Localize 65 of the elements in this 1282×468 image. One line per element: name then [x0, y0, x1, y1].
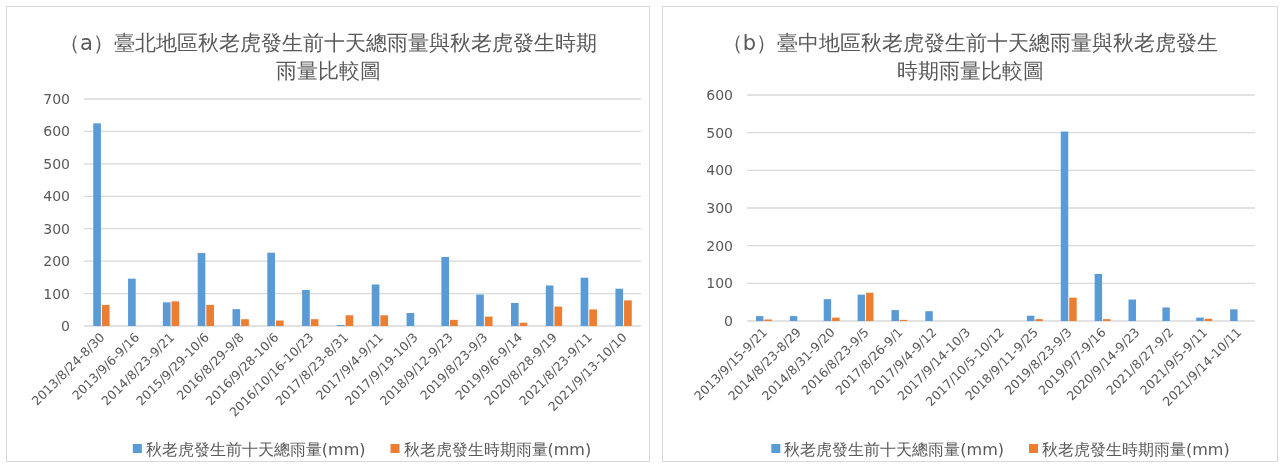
- bar: [197, 253, 206, 326]
- bar: [162, 302, 171, 326]
- bar: [580, 277, 589, 326]
- y-tick-label: 0: [724, 313, 733, 329]
- bar: [755, 316, 764, 321]
- bar: [624, 300, 632, 326]
- bar: [267, 252, 275, 326]
- bar: [128, 278, 136, 326]
- bar: [832, 317, 840, 321]
- bar: [1196, 317, 1204, 321]
- y-tick-label: 200: [43, 253, 70, 270]
- bar: [1026, 315, 1035, 321]
- y-tick-label: 700: [43, 91, 70, 107]
- y-tick-label: 200: [706, 237, 733, 254]
- y-tick-label: 300: [706, 200, 733, 216]
- legend-label: 秋老虎發生前十天總雨量(mm): [145, 440, 366, 459]
- bar: [241, 319, 249, 326]
- bar: [93, 123, 101, 326]
- y-tick-label: 500: [43, 155, 70, 172]
- bar: [545, 285, 554, 326]
- bar: [206, 304, 214, 326]
- bar: [1162, 307, 1170, 321]
- bar: [371, 284, 380, 326]
- bar: [302, 290, 310, 326]
- bar: [406, 313, 415, 326]
- y-tick-label: 400: [706, 162, 733, 179]
- y-tick-label: 500: [706, 124, 733, 141]
- bar: [891, 310, 899, 321]
- chart-title: （a）臺北地區秋老虎發生前十天總雨量與秋老虎發生時期雨量比較圖: [58, 30, 598, 85]
- bar: [789, 316, 798, 321]
- legend-label: 秋老虎發生時期雨量(mm): [1042, 440, 1230, 459]
- y-tick-label: 600: [43, 123, 70, 140]
- y-tick-label: 400: [43, 188, 70, 205]
- y-tick-label: 600: [706, 87, 733, 103]
- bar: [615, 288, 624, 326]
- bar: [476, 294, 484, 326]
- bar: [345, 315, 354, 326]
- bar: [554, 306, 563, 326]
- bar: [589, 309, 597, 326]
- bar: [484, 316, 493, 326]
- bar: [857, 294, 866, 321]
- legend-label: 秋老虎發生時期雨量(mm): [403, 440, 592, 459]
- chart-title: （b）臺中地區秋老虎發生前十天總雨量與秋老虎發生時期雨量比較圖: [720, 30, 1220, 85]
- y-tick-label: 0: [61, 318, 70, 334]
- bar: [1060, 131, 1069, 321]
- bar: [1069, 297, 1077, 321]
- bar: [1230, 309, 1238, 321]
- bar: [866, 292, 874, 321]
- bar: [171, 301, 180, 326]
- y-tick-label: 100: [706, 275, 733, 292]
- bar: [275, 320, 284, 326]
- y-tick-label: 100: [43, 285, 70, 302]
- bar: [511, 302, 519, 326]
- bar: [101, 304, 110, 326]
- bar: [232, 309, 241, 326]
- bar: [925, 311, 933, 321]
- bar: [1128, 299, 1136, 321]
- legend-label: 秋老虎發生前十天總雨量(mm): [784, 440, 1004, 459]
- bar: [380, 315, 389, 326]
- bar: [450, 319, 458, 326]
- bar: [441, 256, 450, 326]
- bar: [310, 319, 319, 326]
- bar: [1094, 273, 1103, 321]
- bar: [823, 299, 832, 321]
- y-tick-label: 300: [43, 220, 70, 237]
